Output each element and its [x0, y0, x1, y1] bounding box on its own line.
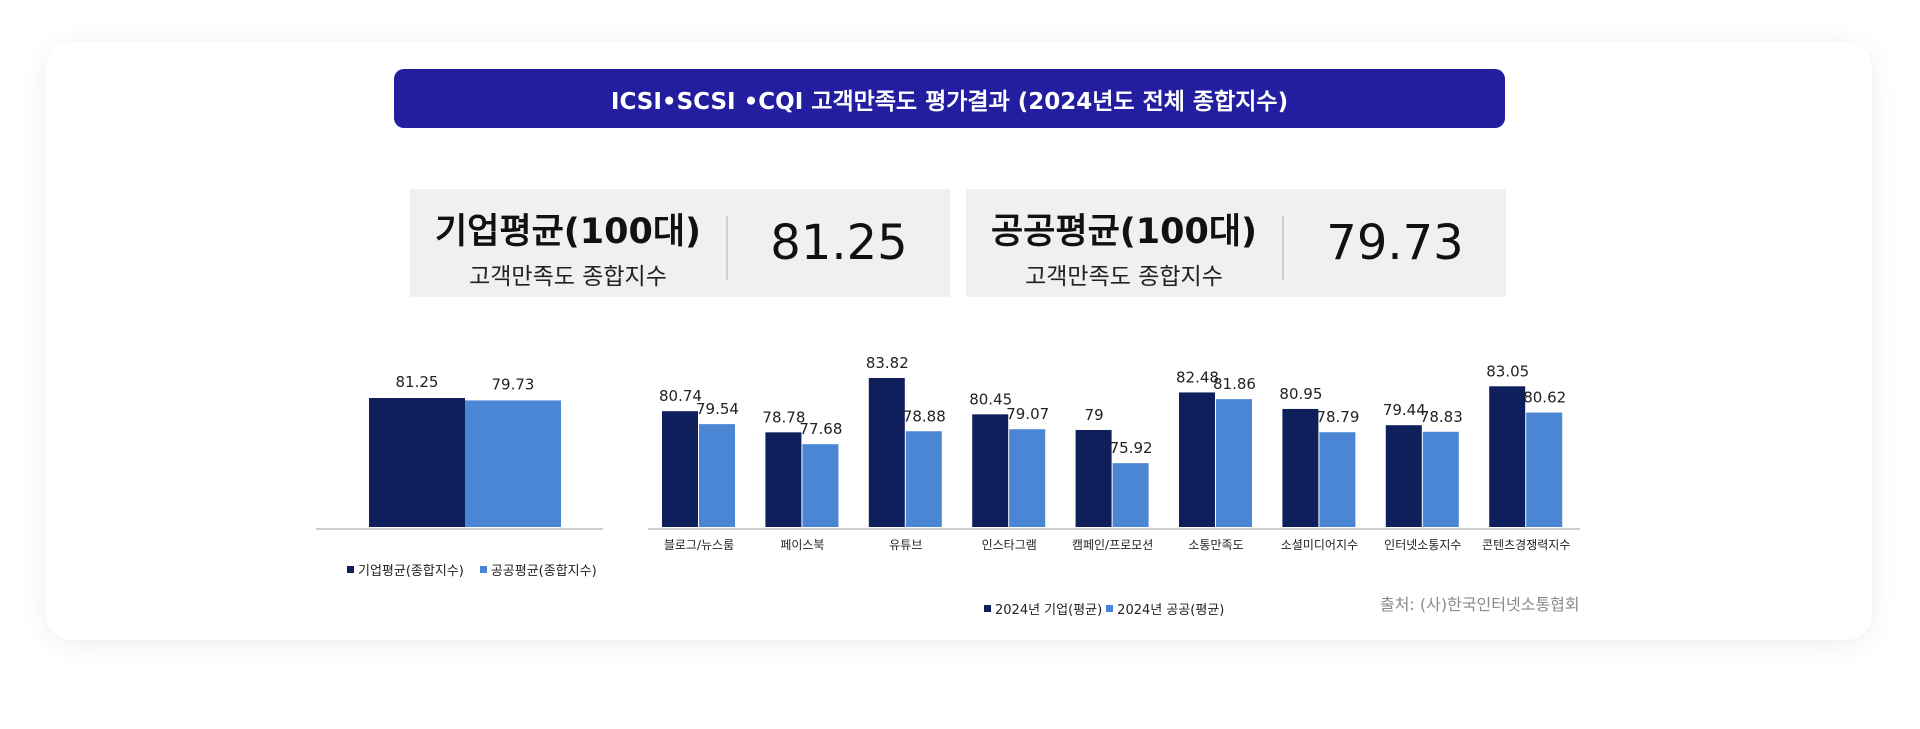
data-label: 79.07 — [1006, 405, 1049, 423]
category-label: 인스타그램 — [982, 538, 1037, 552]
bar-public-6 — [1216, 399, 1252, 527]
data-label: 78.88 — [903, 407, 946, 425]
category-label: 페이스북 — [780, 538, 824, 552]
legend-swatch-public — [1106, 605, 1114, 612]
bar-public-5 — [1112, 463, 1149, 527]
legend-swatch-corporate — [984, 605, 991, 612]
corporate-average-name: 기업평균(100대) — [434, 212, 702, 252]
bar-corporate-2 — [765, 432, 802, 527]
data-label: 81.86 — [1213, 375, 1256, 393]
corporate-average-box: 기업평균(100대) 고객만족도 종합지수 81.25 — [410, 189, 950, 297]
data-label: 81.25 — [396, 373, 439, 391]
corporate-average-subtitle: 고객만족도 종합지수 — [469, 264, 667, 290]
legend-label-public-2024: 2024년 공공(평균) — [1117, 603, 1225, 618]
legend-label-corporate: 기업평균(종합지수) — [358, 564, 464, 579]
bar-corporate-5 — [1075, 429, 1112, 527]
bar-public-1 — [699, 424, 735, 527]
category-label: 소통만족도 — [1188, 538, 1243, 552]
source-note: 출처: (사)한국인터넷소통협회 — [1380, 595, 1580, 614]
bar-corporate-8 — [1385, 425, 1422, 527]
data-label: 79 — [1085, 406, 1104, 424]
bar-public-total — [465, 400, 561, 527]
bar-corporate-total — [369, 398, 465, 527]
bar-corporate-9 — [1489, 386, 1526, 527]
bar-public-3 — [905, 431, 942, 527]
category-label: 콘텐츠경쟁력지수 — [1482, 538, 1570, 552]
data-label: 77.68 — [799, 420, 842, 438]
data-label: 79.44 — [1383, 401, 1426, 419]
bar-corporate-7 — [1282, 408, 1319, 527]
data-label: 80.74 — [659, 387, 702, 405]
divider — [1282, 216, 1284, 280]
data-label: 82.48 — [1176, 368, 1219, 386]
bar-corporate-3 — [868, 378, 905, 527]
legend-label-public: 공공평균(종합지수) — [490, 564, 597, 579]
bar-public-8 — [1422, 431, 1459, 527]
data-label: 80.45 — [969, 390, 1012, 408]
bar-public-4 — [1009, 429, 1046, 527]
legend-label-corporate-2024: 2024년 기업(평균) — [995, 603, 1103, 618]
chart-title: ICSI•SCSI •CQI 고객만족도 평가결과 (2024년도 전체 종합지… — [610, 88, 1289, 115]
data-label: 83.05 — [1486, 362, 1529, 380]
bar-public-2 — [802, 444, 839, 527]
bar-corporate-4 — [972, 414, 1009, 527]
chart-card — [46, 42, 1872, 640]
data-label: 80.95 — [1279, 385, 1322, 403]
legend-left: 기업평균(종합지수) 공공평균(종합지수) — [347, 560, 597, 579]
data-label: 79.54 — [696, 400, 739, 418]
category-label: 인터넷소통지수 — [1384, 538, 1461, 552]
data-label: 75.92 — [1110, 439, 1153, 457]
category-label: 유튜브 — [889, 538, 922, 552]
public-average-value: 79.73 — [1326, 215, 1464, 271]
category-label: 블로그/뉴스룸 — [664, 538, 734, 552]
bar-public-7 — [1319, 432, 1356, 527]
category-label: 캠페인/프로모션 — [1072, 538, 1153, 552]
bar-corporate-1 — [662, 411, 698, 527]
public-average-name: 공공평균(100대) — [990, 212, 1258, 252]
corporate-average-value: 81.25 — [770, 215, 908, 271]
data-label: 78.83 — [1420, 408, 1463, 426]
divider — [726, 216, 728, 280]
data-label: 78.79 — [1316, 408, 1359, 426]
public-average-subtitle: 고객만족도 종합지수 — [1025, 264, 1223, 290]
data-label: 78.78 — [762, 408, 805, 426]
legend-swatch-public — [479, 566, 487, 573]
bar-corporate-6 — [1179, 392, 1215, 527]
data-label: 80.62 — [1523, 389, 1566, 407]
data-label: 79.73 — [492, 375, 535, 393]
title-banner: ICSI•SCSI •CQI 고객만족도 평가결과 (2024년도 전체 종합지… — [394, 69, 1505, 128]
legend-right: 2024년 기업(평균) 2024년 공공(평균) — [984, 599, 1224, 618]
category-label: 소셜미디어지수 — [1281, 538, 1358, 552]
public-average-box: 공공평균(100대) 고객만족도 종합지수 79.73 — [966, 189, 1506, 297]
legend-swatch-corporate — [347, 566, 354, 573]
data-label: 83.82 — [866, 354, 909, 372]
bar-public-9 — [1526, 412, 1563, 527]
